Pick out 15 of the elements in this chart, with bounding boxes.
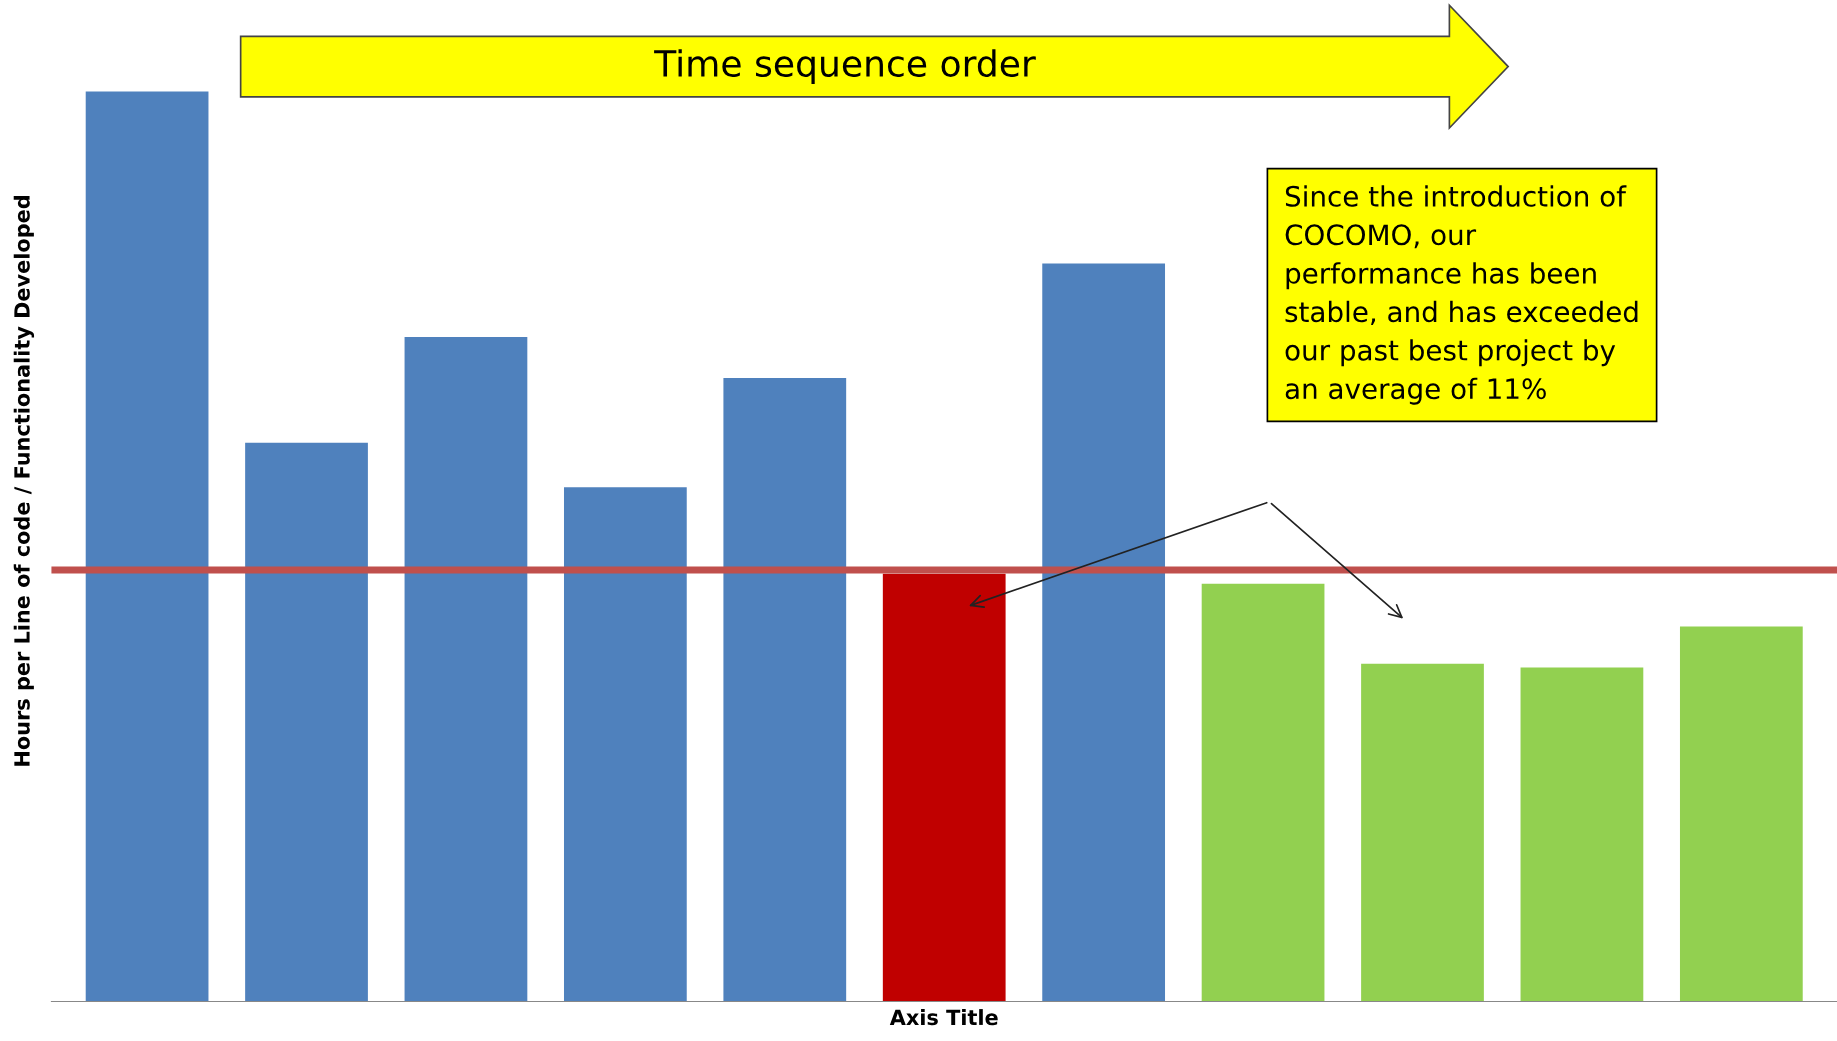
text: Time sequence order [654, 49, 1036, 85]
bar [1042, 263, 1166, 1002]
bar [404, 337, 528, 1002]
bar [1520, 667, 1644, 1002]
bar [245, 442, 368, 1002]
bar [1361, 663, 1484, 1002]
x-axis-title: Axis Title [889, 1009, 998, 1026]
y-axis-title: Hours per Line of code / Functionality Developed [13, 196, 35, 766]
bar [563, 487, 687, 1002]
bar [723, 378, 847, 1002]
bar [882, 573, 1006, 1002]
bar [1679, 626, 1803, 1002]
annotation: Since the introduction of COCOMO, our performance has been stable, and has exceeded our past best project by an average of 11% [1285, 185, 1638, 405]
bar [85, 91, 209, 1002]
bar [1201, 583, 1325, 1002]
